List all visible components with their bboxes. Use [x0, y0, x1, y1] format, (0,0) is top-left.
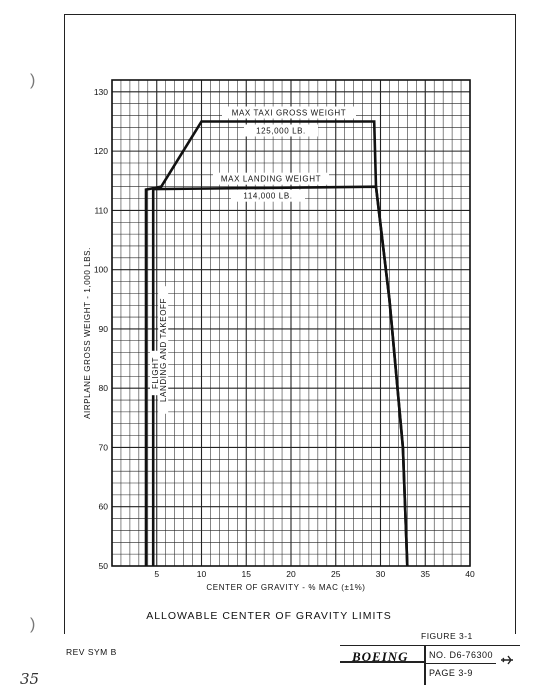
series-label-bg [150, 350, 161, 396]
y-tick-label: 70 [99, 442, 109, 452]
x-axis-label: CENTER OF GRAVITY - % MAC (±1%) [206, 583, 365, 592]
series-label: FLIGHT [151, 357, 160, 389]
footer-rule [426, 663, 496, 664]
series-label: LANDING AND TAKEOFF [159, 298, 168, 402]
page-frame [64, 14, 516, 634]
chart-curves [144, 120, 409, 567]
handwritten-page-mark: 35 [20, 670, 40, 688]
annotation-bg [231, 189, 305, 202]
footer-divider [424, 645, 426, 685]
footer-rule [340, 661, 426, 663]
airplane-icon [501, 655, 513, 665]
series-label-bg [158, 286, 169, 414]
x-tick-label: 15 [242, 569, 252, 579]
annotation-bg [244, 124, 318, 137]
y-tick-label: 130 [94, 87, 108, 97]
chart-axes: 5 10 15 20 25 30 35 40 50 60 70 80 90 100 110 120 130 CEN… [83, 79, 475, 592]
x-tick-label: 35 [421, 569, 431, 579]
revision-symbol: REV SYM B [66, 647, 117, 657]
x-tick-label: 20 [286, 569, 296, 579]
x-tick-label: 30 [376, 569, 386, 579]
annotation-label: 125,000 LB. [256, 126, 306, 135]
binder-mark: ) [30, 616, 36, 633]
footer-rule [340, 645, 520, 646]
y-tick-label: 120 [94, 146, 108, 156]
page-number: PAGE 3-9 [429, 668, 473, 678]
plot-border [111, 79, 471, 567]
annotation-bg [213, 172, 329, 185]
y-tick-label: 110 [94, 205, 108, 215]
annotation-label: 114,000 LB. [243, 192, 292, 201]
annotation-bg [222, 106, 356, 119]
x-tick-label: 5 [154, 569, 159, 579]
x-tick-label: 25 [331, 569, 341, 579]
figure-number: FIGURE 3-1 [421, 631, 473, 641]
y-tick-label: 90 [99, 324, 109, 334]
x-tick-label: 40 [465, 569, 475, 579]
boeing-logo: BOEING [352, 649, 409, 664]
chart-grid [111, 79, 471, 567]
chart-labels: FLIGHT LANDING AND TAKEOFF MAX TAXI GROSS … [150, 106, 356, 414]
y-tick-label: 80 [99, 383, 109, 393]
y-tick-label: 50 [99, 561, 109, 571]
chart-title: ALLOWABLE CENTER OF GRAVITY LIMITS [146, 610, 392, 622]
y-axis-label: AIRPLANE GROSS WEIGHT - 1,000 LBS. [83, 247, 92, 419]
annotation-label: MAX TAXI GROSS WEIGHT [232, 108, 347, 117]
y-tick-label: 60 [99, 502, 109, 512]
y-tick-label: 100 [94, 265, 108, 275]
document-number: NO. D6-76300 [429, 650, 494, 660]
binder-mark: ) [30, 72, 36, 89]
annotation-label: MAX LANDING WEIGHT [221, 175, 321, 184]
series-line-landing-and-takeoff [151, 185, 409, 567]
x-tick-label: 10 [197, 569, 207, 579]
